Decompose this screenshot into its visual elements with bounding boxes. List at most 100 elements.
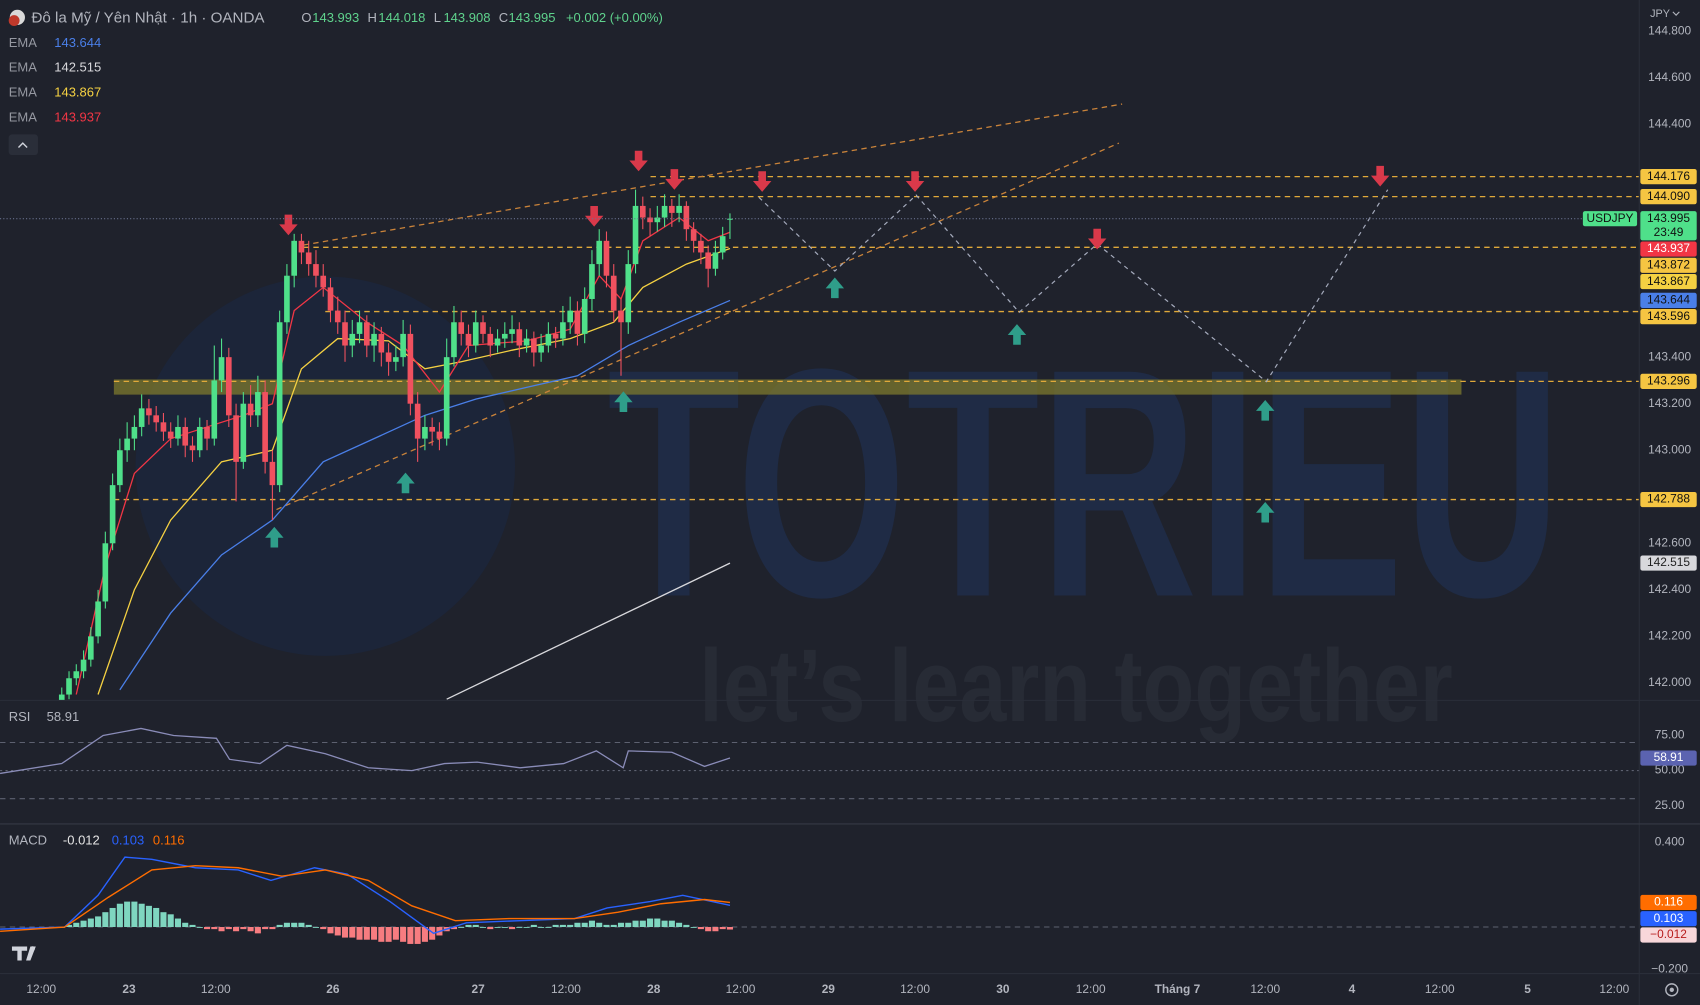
tv-logo xyxy=(30,946,35,952)
pane-2 xyxy=(0,856,1640,944)
candle-body xyxy=(465,333,472,346)
macd-histogram-bar xyxy=(153,907,160,928)
buy-arrow xyxy=(265,526,284,548)
time-tick-label: 12:00 xyxy=(1076,982,1106,996)
candle-body xyxy=(117,450,123,486)
candle-body xyxy=(109,485,116,544)
price-badge xyxy=(1640,750,1697,766)
buy-arrow xyxy=(825,277,845,299)
time-tick-label: 12:00 xyxy=(726,982,756,996)
candle-body xyxy=(567,310,573,323)
candle-body xyxy=(581,298,588,334)
candle-body xyxy=(727,218,733,220)
watermark-tagline: let’s learn together xyxy=(699,628,1452,743)
ema-legend-label: EMA xyxy=(9,35,38,50)
tv-logo[interactable] xyxy=(11,946,36,961)
price-badge xyxy=(1640,292,1697,308)
macd-histogram-bar xyxy=(189,924,196,928)
time-tick-label: 12:00 xyxy=(1425,982,1455,996)
currency-selector[interactable]: JPY xyxy=(1650,8,1670,20)
plot-layer xyxy=(0,103,1640,944)
candle-body xyxy=(160,422,167,432)
candle-body xyxy=(443,357,450,439)
settings-icon[interactable] xyxy=(1665,983,1679,997)
watermark: TOTRIEU let’s learn together xyxy=(135,276,1561,743)
buy-arrow xyxy=(1256,400,1275,421)
sell-arrow xyxy=(905,171,925,192)
macd-histogram-bar xyxy=(574,922,581,928)
macd-histogram-bar xyxy=(131,901,138,928)
candle-body xyxy=(451,322,457,358)
candle-body xyxy=(618,310,624,323)
y-tick-label: 25.00 xyxy=(1655,798,1685,812)
time-tick-label: 12:00 xyxy=(900,982,930,996)
candle-body xyxy=(196,426,203,451)
candle-body xyxy=(313,264,319,276)
macd-histogram-bar xyxy=(625,922,632,928)
price-badge xyxy=(1640,491,1697,508)
macd-histogram-bar xyxy=(73,922,80,928)
candle-body xyxy=(705,252,711,269)
time-tick-label: 4 xyxy=(1349,982,1356,996)
macd-histogram-bar xyxy=(538,927,545,928)
macd-histogram-bar xyxy=(218,927,225,932)
rsi-legend-value: 58.91 xyxy=(47,709,80,724)
candle-body xyxy=(73,671,80,679)
projection-path xyxy=(758,189,1389,383)
price-badge-label: 58.91 xyxy=(1654,750,1684,764)
candle-body xyxy=(58,694,65,701)
candle-body xyxy=(182,426,189,446)
macd-histogram-bar xyxy=(182,922,189,928)
time-tick-label: 12:00 xyxy=(26,982,56,996)
candle-body xyxy=(422,426,428,439)
macd-histogram-bar xyxy=(138,903,145,928)
ema-line xyxy=(446,562,731,700)
price-badge-label: 144.176 xyxy=(1647,169,1690,183)
price-badge-label: 143.937 xyxy=(1647,241,1690,255)
macd-histogram-bar xyxy=(479,927,487,928)
settings-icon[interactable] xyxy=(1669,987,1674,992)
collapse-icon[interactable] xyxy=(17,142,28,148)
price-badge xyxy=(1640,274,1697,290)
candle-body xyxy=(494,338,501,346)
watermark-logo xyxy=(135,276,515,656)
macd-histogram-bar xyxy=(610,924,617,928)
candle-body xyxy=(632,205,639,265)
ema-legend-label: EMA xyxy=(9,110,38,125)
symbol-title[interactable]: Đô la Mỹ / Yên Nhật · 1h · OANDA xyxy=(31,9,265,26)
pane-1 xyxy=(0,727,1640,800)
candle-body xyxy=(538,345,544,353)
macd-histogram-bar xyxy=(327,927,334,934)
sell-arrow xyxy=(665,169,684,190)
candle-body xyxy=(284,275,290,323)
ema-legend-label: EMA xyxy=(9,85,38,100)
macd-legend-value: -0.012 xyxy=(63,833,100,848)
macd-histogram-bar xyxy=(95,916,102,928)
candle-body xyxy=(516,329,523,346)
macd-histogram-bar xyxy=(559,924,566,928)
macd-histogram-bar xyxy=(668,920,675,928)
candle-body xyxy=(240,403,247,462)
candle-body xyxy=(552,333,559,339)
macd-histogram-bar xyxy=(523,927,530,928)
macd-histogram-bar xyxy=(240,927,247,930)
macd-histogram-bar xyxy=(545,927,552,928)
candle-body xyxy=(414,403,421,439)
currency-chevron[interactable] xyxy=(1672,11,1680,16)
macd-histogram-bar xyxy=(712,927,719,932)
collapse-button[interactable] xyxy=(8,134,38,156)
macd-histogram-bar xyxy=(596,922,603,928)
macd-histogram-bar xyxy=(501,927,508,928)
candle-body xyxy=(610,275,617,311)
candle-body xyxy=(690,229,697,241)
macd-histogram-bar xyxy=(341,927,349,938)
candle-body xyxy=(291,240,297,276)
macd-histogram-bar xyxy=(632,920,639,928)
macd-histogram-bar xyxy=(160,912,167,928)
macd-histogram-bar xyxy=(509,927,516,930)
countdown-label: 23:49 xyxy=(1654,225,1684,239)
candle-body xyxy=(124,438,130,451)
macd-histogram-bar xyxy=(349,927,356,938)
candle-body xyxy=(683,205,690,230)
y-tick-label: 142.400 xyxy=(1648,582,1691,596)
